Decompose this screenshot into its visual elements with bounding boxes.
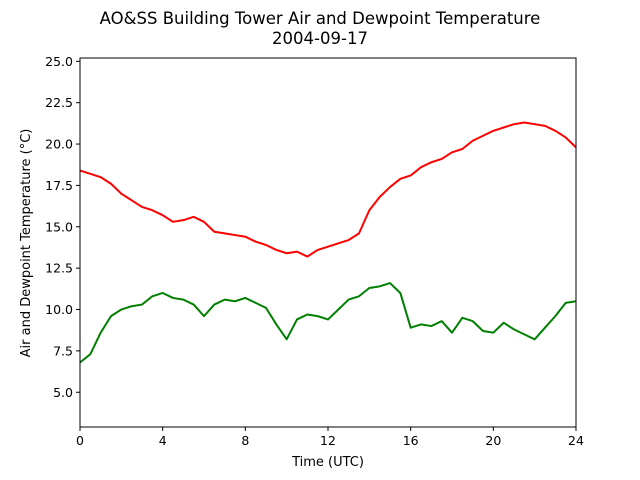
- x-tick-label: 12: [320, 433, 336, 448]
- chart-subtitle: 2004-09-17: [272, 29, 368, 48]
- air-temperature-line: [79, 121, 577, 258]
- y-axis-label: Air and Dewpoint Temperature (°C): [19, 129, 34, 358]
- x-axis-ticks: 0 4 8 12 16 20 24: [76, 427, 584, 448]
- y-tick-label: 22.5: [45, 95, 73, 110]
- chart-title: AO&SS Building Tower Air and Dewpoint Te…: [100, 9, 541, 28]
- x-tick-label: 8: [241, 433, 249, 448]
- y-tick-label: 7.5: [53, 343, 73, 358]
- x-tick-label: 4: [159, 433, 167, 448]
- y-tick-label: 5.0: [53, 385, 73, 400]
- x-axis-label: Time (UTC): [291, 455, 364, 470]
- y-tick-label: 10.0: [45, 302, 73, 317]
- x-tick-label: 16: [403, 433, 419, 448]
- y-tick-label: 17.5: [45, 178, 73, 193]
- y-axis-ticks: 5.0 7.5 10.0 12.5 15.0 17.5 20.0 22.5 25.0: [45, 54, 80, 400]
- series-layer: [79, 121, 577, 364]
- x-tick-label: 0: [76, 433, 84, 448]
- y-tick-label: 25.0: [45, 54, 73, 69]
- x-tick-label: 24: [568, 433, 584, 448]
- y-tick-label: 12.5: [45, 261, 73, 276]
- y-tick-label: 15.0: [45, 219, 73, 234]
- x-tick-label: 20: [485, 433, 501, 448]
- dewpoint-temperature-line: [79, 282, 577, 364]
- y-tick-label: 20.0: [45, 137, 73, 152]
